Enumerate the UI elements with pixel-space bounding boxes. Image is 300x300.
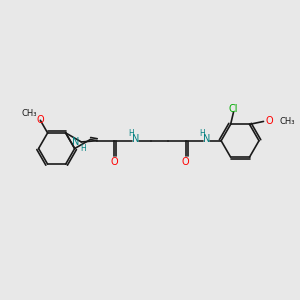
Text: N: N: [72, 137, 80, 147]
Text: O: O: [37, 115, 44, 125]
Text: O: O: [182, 157, 189, 167]
Text: N: N: [203, 134, 211, 144]
Text: CH₃: CH₃: [22, 110, 37, 118]
Text: O: O: [266, 116, 274, 126]
Text: H: H: [200, 129, 205, 138]
Text: N: N: [132, 134, 140, 144]
Text: CH₃: CH₃: [280, 117, 295, 126]
Text: H: H: [128, 129, 134, 138]
Text: O: O: [110, 157, 118, 167]
Text: Cl: Cl: [229, 104, 238, 114]
Text: H: H: [80, 144, 86, 153]
